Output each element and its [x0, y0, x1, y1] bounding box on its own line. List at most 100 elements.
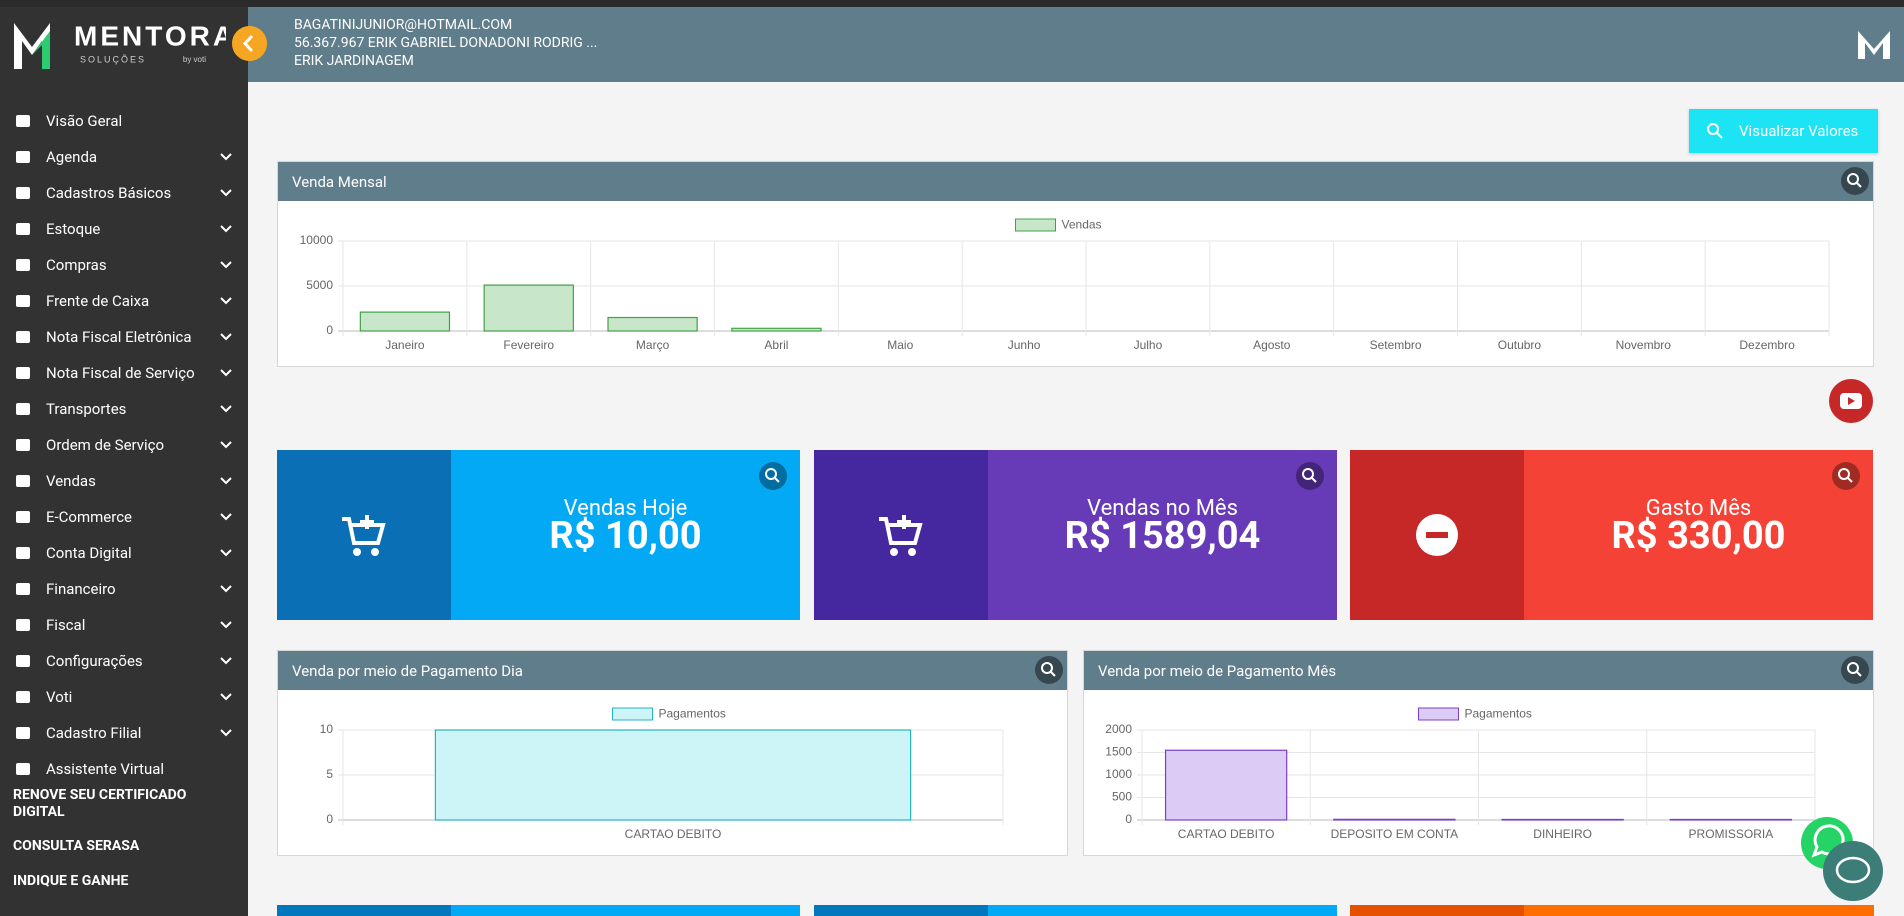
menu-label: Agenda — [46, 148, 98, 166]
view-values-button[interactable]: Visualizar Valores — [1689, 109, 1878, 153]
menu-label: Compras — [46, 256, 107, 274]
menu-item[interactable]: Configurações — [0, 643, 248, 679]
x-tick-label: Junho — [1008, 338, 1041, 352]
chevron-line — [220, 369, 232, 377]
panel-header: Venda por meio de Pagamento Mês — [1084, 651, 1873, 690]
search-button[interactable] — [759, 462, 787, 490]
menu-icon-shape — [16, 187, 30, 199]
search-button[interactable] — [1296, 462, 1324, 490]
company: 56.367.967 ERIK GABRIEL DONADONI RODRIG … — [294, 35, 598, 51]
chat-widgets[interactable] — [1800, 815, 1904, 916]
menu-icon — [16, 763, 30, 775]
menu-icon — [16, 583, 30, 595]
menu-item[interactable]: Cadastros Básicos — [0, 175, 248, 211]
menu-icon — [16, 403, 30, 415]
chevron — [220, 729, 232, 737]
chart-panel: Venda por meio de Pagamento Dia Pagamento… — [277, 650, 1068, 856]
menu-item[interactable]: E-Commerce — [0, 499, 248, 535]
menu-item[interactable]: Compras — [0, 247, 248, 283]
card-title: Vendas no Mês — [1087, 496, 1238, 521]
chevron — [220, 405, 232, 413]
bar — [607, 316, 698, 332]
chart-title: Venda por meio de Pagamento Mês — [1098, 661, 1337, 680]
y-tick-label: 5000 — [306, 278, 333, 292]
menu-item[interactable]: Estoque — [0, 211, 248, 247]
sidebar-link[interactable]: INDIQUE E GANHE — [13, 873, 129, 889]
sidebar-link[interactable]: CONSULTA SERASA — [13, 838, 140, 854]
card-partial — [277, 905, 800, 916]
bar — [1164, 749, 1288, 821]
youtube-button[interactable] — [1829, 379, 1873, 423]
chart: Vendas 0 5000 10000 Janeiro Fevereiro Março Abr… — [300, 218, 1830, 352]
bar — [359, 311, 451, 332]
menu-icon — [16, 115, 30, 127]
y-tick-label: 2000 — [1105, 722, 1132, 736]
menu-item[interactable]: Visão Geral — [0, 103, 248, 139]
x-tick-label: Novembro — [1616, 338, 1672, 352]
chart-panel: Venda por meio de Pagamento Mês Pagamento… — [1083, 650, 1874, 856]
sidebar-link[interactable]: RENOVE SEU CERTIFICADO DIGITAL — [13, 787, 187, 820]
chevron — [220, 657, 232, 665]
legend-swatch — [612, 707, 653, 721]
chevron-line — [220, 729, 232, 737]
menu-icon-shape — [16, 439, 30, 451]
cart-plus — [897, 515, 911, 529]
search-handle — [1847, 477, 1853, 483]
y-tick-label: 0 — [1125, 812, 1132, 826]
menu-item[interactable]: Nota Fiscal Eletrônica — [0, 319, 248, 355]
menu-item[interactable]: Ordem de Serviço — [0, 427, 248, 463]
menu-icon-shape — [16, 763, 30, 775]
x-tick-label: Janeiro — [385, 338, 425, 352]
chevron — [220, 549, 232, 557]
card-icon-area — [277, 450, 451, 620]
search-glass — [1847, 173, 1859, 185]
sidebar: MENTORA SOLUÇÕES by voti Visão Geral Agen… — [0, 7, 248, 916]
x-tick-label: DEPOSITO EM CONTA — [1331, 827, 1459, 841]
search-button[interactable] — [1832, 462, 1860, 490]
search-glass — [1302, 468, 1314, 480]
bar — [1333, 818, 1456, 821]
menu-item[interactable]: Transportes — [0, 391, 248, 427]
chevron — [220, 621, 232, 629]
search-handle — [774, 477, 780, 483]
menu-item[interactable]: Nota Fiscal de Serviço — [0, 355, 248, 391]
search-button[interactable] — [1035, 656, 1063, 684]
menu-item[interactable]: Voti — [0, 679, 248, 715]
menu-icon — [16, 295, 30, 307]
menu-item[interactable]: Conta Digital — [0, 535, 248, 571]
cart-icon — [342, 517, 386, 545]
menu-icon — [16, 187, 30, 199]
stat-card: Vendas no Mês R$ 1589,04 — [814, 450, 1337, 620]
menu-label: Voti — [46, 688, 73, 706]
menu-item[interactable]: Frente de Caixa — [0, 283, 248, 319]
menu-item[interactable]: Agenda — [0, 139, 248, 175]
menu-icon — [16, 727, 30, 739]
search-button[interactable] — [1841, 656, 1869, 684]
menu-item[interactable]: Vendas — [0, 463, 248, 499]
x-tick-label: Setembro — [1370, 338, 1422, 352]
menu-item[interactable]: Financeiro — [0, 571, 248, 607]
menu-icon — [16, 619, 30, 631]
chevron-line — [220, 189, 232, 197]
legend-swatch — [1015, 218, 1056, 232]
chevron — [220, 333, 232, 341]
menu-icon-shape — [16, 367, 30, 379]
x-tick-label: Agosto — [1253, 338, 1291, 352]
menu-icon-shape — [16, 223, 30, 235]
menu-label: Transportes — [46, 400, 127, 418]
minus-bar — [1426, 532, 1448, 538]
search-button[interactable] — [1841, 167, 1869, 195]
menu-icon-shape — [16, 259, 30, 271]
sidebar-toggle[interactable] — [232, 26, 267, 61]
menu-item[interactable]: Cadastro Filial — [0, 715, 248, 751]
chevron — [220, 369, 232, 377]
bar — [1501, 818, 1624, 821]
menu-item[interactable]: Assistente Virtual — [0, 751, 248, 787]
menu-item[interactable]: Fiscal — [0, 607, 248, 643]
menu-label: Ordem de Serviço — [46, 436, 165, 454]
search-handle — [1856, 671, 1862, 677]
menu-label: Vendas — [46, 472, 96, 490]
y-tick-label: 5 — [326, 767, 333, 781]
bar — [483, 284, 574, 332]
